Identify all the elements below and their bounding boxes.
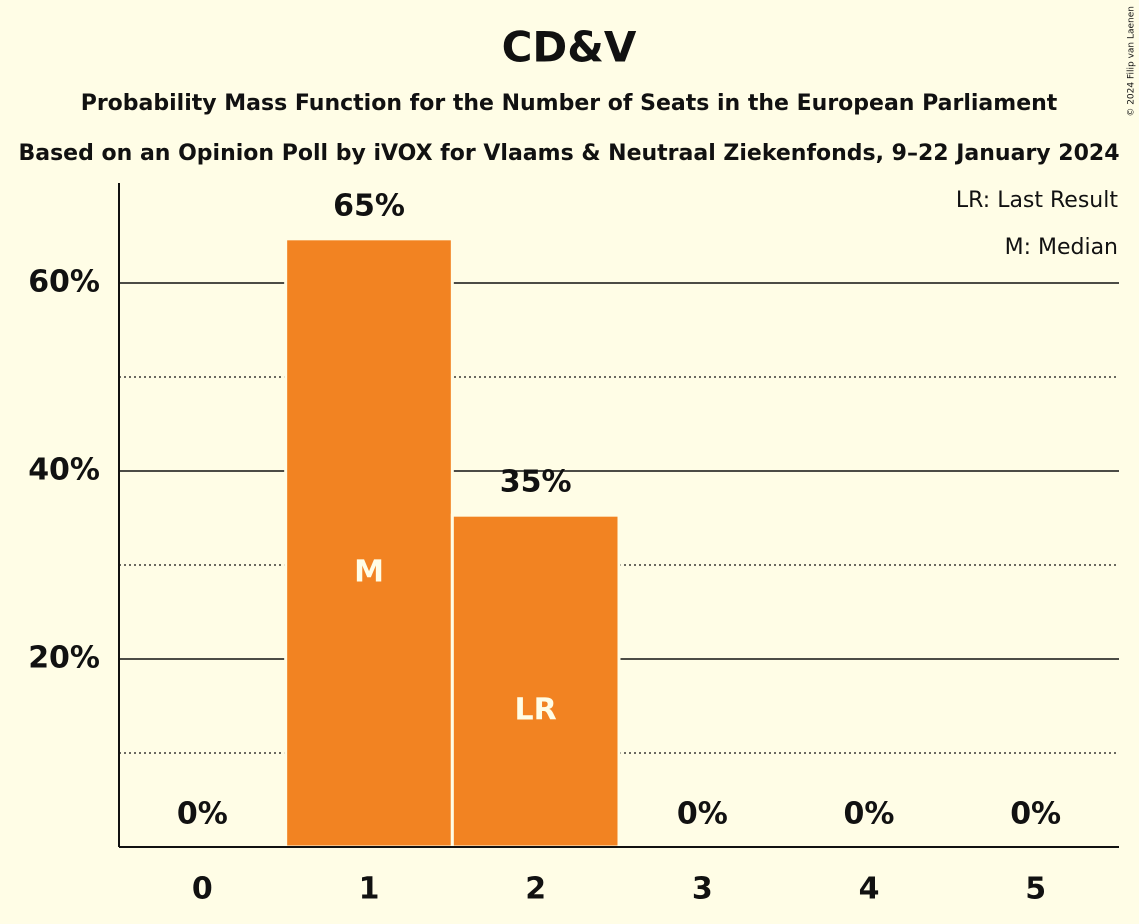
copyright: © 2024 Filip van Laenen bbox=[1127, 6, 1137, 117]
value-label: 0% bbox=[177, 797, 228, 832]
y-tick-label: 20% bbox=[28, 641, 100, 676]
x-tick-label: 0 bbox=[192, 872, 213, 907]
bar-annotation: LR bbox=[515, 693, 557, 728]
y-tick-label: 60% bbox=[28, 265, 100, 300]
bar-annotation: M bbox=[354, 554, 384, 589]
bar bbox=[284, 237, 454, 849]
legend-entry: LR: Last Result bbox=[956, 188, 1118, 213]
x-tick-label: 3 bbox=[692, 872, 713, 907]
legend-entry: M: Median bbox=[1005, 235, 1118, 260]
value-label: 0% bbox=[844, 797, 895, 832]
y-tick-label: 40% bbox=[28, 453, 100, 488]
value-label: 0% bbox=[1010, 797, 1061, 832]
value-label: 65% bbox=[333, 188, 405, 223]
chart-subtitle: Based on an Opinion Poll by iVOX for Vla… bbox=[18, 141, 1119, 166]
value-label: 35% bbox=[500, 465, 572, 500]
x-tick-label: 1 bbox=[359, 872, 380, 907]
x-tick-label: 4 bbox=[859, 872, 880, 907]
chart-subtitle: Probability Mass Function for the Number… bbox=[81, 91, 1058, 116]
x-tick-label: 5 bbox=[1025, 872, 1046, 907]
bar bbox=[450, 513, 621, 849]
value-label: 0% bbox=[677, 797, 728, 832]
x-tick-label: 2 bbox=[525, 872, 546, 907]
chart-title: CD&V bbox=[502, 23, 637, 72]
